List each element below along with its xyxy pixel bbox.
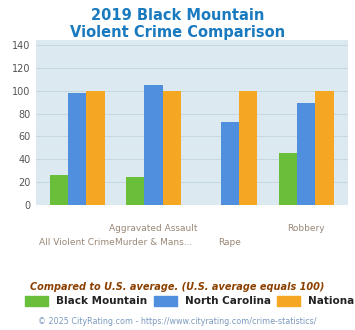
Text: Aggravated Assault: Aggravated Assault: [109, 224, 198, 233]
Bar: [221, 121, 239, 205]
Bar: [279, 153, 297, 205]
Bar: [144, 85, 163, 205]
Bar: [50, 175, 68, 205]
Text: Rape: Rape: [218, 238, 241, 247]
Text: 2019 Black Mountain: 2019 Black Mountain: [91, 8, 264, 23]
Bar: [126, 177, 144, 205]
Text: Compared to U.S. average. (U.S. average equals 100): Compared to U.S. average. (U.S. average …: [30, 282, 325, 292]
Bar: [86, 91, 105, 205]
Text: Violent Crime Comparison: Violent Crime Comparison: [70, 25, 285, 40]
Bar: [315, 91, 334, 205]
Bar: [68, 93, 86, 205]
Text: Robbery: Robbery: [288, 224, 325, 233]
Text: Murder & Mans...: Murder & Mans...: [115, 238, 192, 247]
Legend: Black Mountain, North Carolina, National: Black Mountain, North Carolina, National: [25, 296, 355, 306]
Bar: [239, 91, 257, 205]
Text: © 2025 CityRating.com - https://www.cityrating.com/crime-statistics/: © 2025 CityRating.com - https://www.city…: [38, 317, 317, 326]
Bar: [163, 91, 181, 205]
Text: All Violent Crime: All Violent Crime: [39, 238, 115, 247]
Bar: [297, 103, 315, 205]
